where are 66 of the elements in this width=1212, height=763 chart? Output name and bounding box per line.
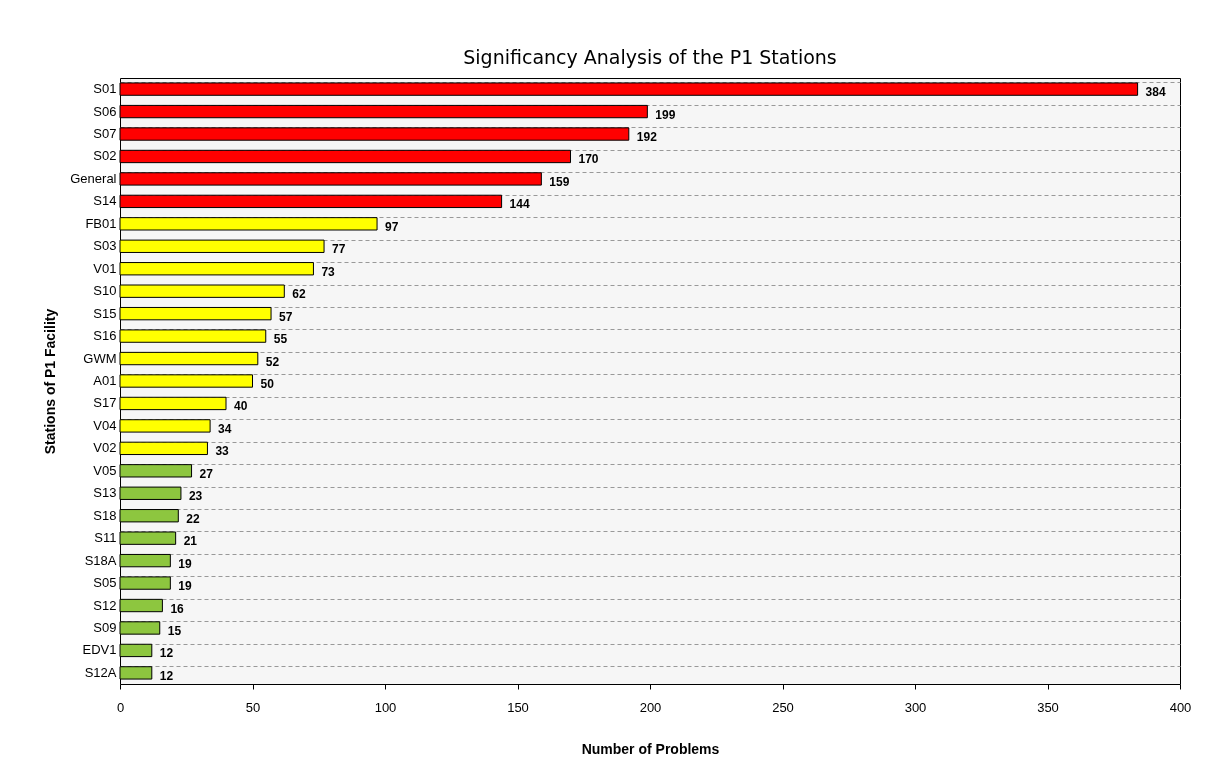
y-tick-label: S11 — [94, 530, 117, 546]
data-label: 12 — [159, 668, 174, 683]
y-tick-label: S03 — [93, 238, 117, 254]
y-tick-label: S01 — [93, 81, 117, 97]
x-tick-label: 150 — [507, 699, 529, 715]
data-label: 19 — [178, 556, 193, 571]
y-tick-label: S18 — [93, 507, 117, 523]
data-label: 62 — [292, 287, 306, 302]
data-label: 170 — [578, 152, 599, 167]
data-label: 34 — [218, 421, 232, 436]
y-tick-label: S14 — [93, 193, 117, 209]
data-label: 19 — [178, 579, 193, 594]
x-tick-label: 0 — [116, 699, 125, 715]
data-label: 40 — [234, 399, 248, 414]
y-axis-title: Stations of P1 Facility — [42, 308, 59, 455]
data-label: 16 — [170, 601, 185, 616]
data-label: 199 — [655, 107, 676, 122]
data-label: 73 — [321, 264, 336, 279]
y-tick-label: S06 — [93, 103, 117, 119]
data-label: 97 — [385, 219, 399, 234]
x-tick-label: 50 — [245, 699, 261, 715]
y-tick-label: S05 — [93, 575, 117, 591]
y-tick-label: S16 — [93, 328, 117, 344]
data-label: 50 — [260, 377, 275, 391]
data-label: 27 — [199, 466, 214, 481]
y-tick-label: S17 — [93, 395, 117, 411]
x-tick-label: 300 — [904, 699, 927, 715]
y-tick-label: S12 — [93, 597, 117, 613]
data-label: 159 — [549, 174, 570, 189]
y-tick-label: FB01 — [85, 215, 117, 231]
data-label: 384 — [1145, 85, 1166, 100]
y-tick-label: S13 — [93, 485, 117, 501]
y-tick-label: S15 — [93, 305, 117, 321]
x-axis-title: Number of Problems — [581, 740, 720, 757]
data-label: 21 — [183, 534, 198, 549]
data-label: 15 — [167, 623, 182, 638]
data-label: 77 — [332, 242, 346, 257]
y-tick-label: General — [70, 170, 117, 186]
y-tick-label: S12A — [84, 664, 117, 680]
x-tick-label: 350 — [1037, 699, 1059, 715]
y-tick-label: V02 — [93, 440, 117, 456]
y-tick-label: A01 — [93, 373, 117, 388]
x-tick-label: 100 — [374, 699, 397, 715]
data-label: 57 — [279, 309, 293, 324]
x-tick-label: 250 — [772, 699, 794, 715]
y-tick-label: V01 — [93, 260, 117, 276]
chart-title: Significancy Analysis of the P1 Stations — [463, 46, 837, 68]
data-label: 33 — [215, 444, 230, 459]
data-label: 52 — [265, 354, 280, 369]
x-tick-label: 200 — [639, 699, 662, 715]
y-tick-label: S18A — [84, 552, 117, 568]
y-tick-label: V04 — [93, 417, 117, 433]
data-label: 23 — [188, 489, 203, 504]
x-tick-label: 400 — [1169, 699, 1192, 715]
y-tick-label: S07 — [93, 126, 117, 142]
y-tick-label: EDV1 — [82, 642, 117, 658]
data-label: 144 — [509, 197, 530, 212]
data-label: 55 — [273, 332, 288, 347]
data-label: 22 — [186, 511, 200, 526]
y-tick-label: S10 — [93, 283, 117, 299]
y-tick-label: S02 — [93, 148, 117, 164]
data-label: 192 — [636, 130, 658, 145]
y-tick-label: V05 — [93, 462, 117, 478]
data-label: 12 — [159, 646, 174, 661]
y-tick-label: S09 — [93, 619, 117, 635]
y-tick-label: GWM — [83, 350, 117, 366]
